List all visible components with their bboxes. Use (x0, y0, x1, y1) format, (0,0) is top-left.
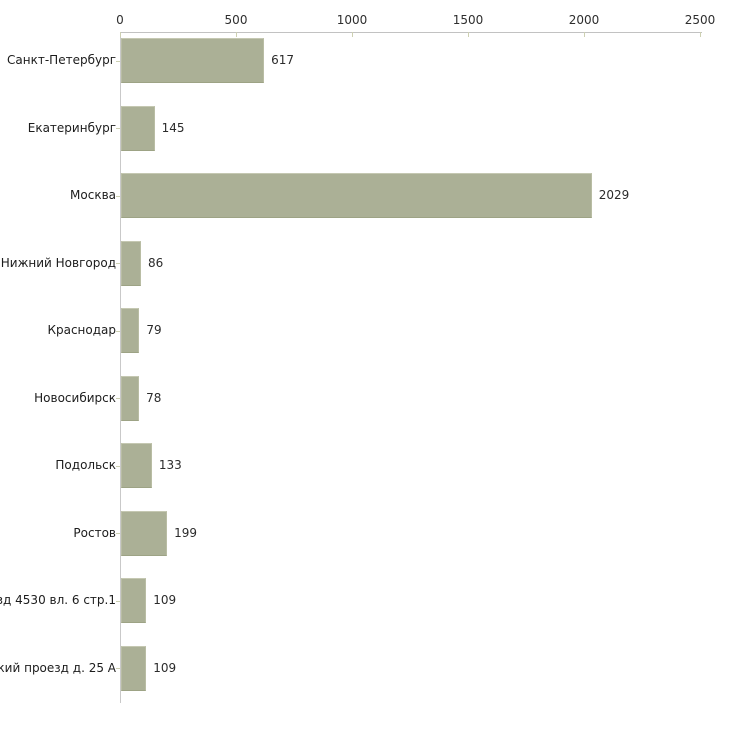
bar (121, 510, 168, 556)
bar (121, 443, 152, 488)
category-label: роезд 4530 вл. 6 стр.1 (0, 593, 116, 607)
bar (121, 38, 265, 83)
x-axis-tick-label: 1500 (452, 13, 484, 27)
value-label: 109 (153, 661, 177, 675)
category-tick-mark (116, 263, 120, 264)
x-axis-tick-mark (236, 32, 237, 37)
x-axis-tick-label: 0 (116, 13, 124, 27)
x-axis-tick-mark (468, 32, 469, 37)
category-tick-mark (116, 128, 120, 129)
bar (121, 375, 140, 421)
bar (121, 578, 147, 623)
x-axis-tick-mark (120, 32, 121, 37)
category-tick-mark (116, 61, 120, 62)
x-axis-tick-mark (700, 32, 701, 37)
value-label: 78 (146, 391, 162, 405)
value-label: 133 (158, 458, 182, 472)
x-axis-tick-label: 2000 (568, 13, 600, 27)
value-label: 199 (174, 526, 198, 540)
bar (121, 240, 141, 286)
x-axis-tick-mark (352, 32, 353, 37)
value-label: 109 (153, 593, 177, 607)
category-label: Новосибирск (34, 391, 116, 405)
category-label: Москва (70, 188, 116, 202)
category-tick-mark (116, 668, 120, 669)
value-label: 86 (147, 256, 164, 270)
category-label: Екатеринбург (27, 121, 116, 135)
value-label: 617 (271, 53, 295, 67)
category-tick-mark (116, 398, 120, 399)
category-tick-mark (116, 196, 120, 197)
x-axis-line (120, 32, 702, 33)
bar (121, 645, 147, 691)
y-axis-line (120, 32, 121, 703)
category-label: Краснодар (47, 323, 116, 337)
bar (121, 173, 592, 218)
category-tick-mark (116, 533, 120, 534)
x-axis-tick-label: 1000 (336, 13, 368, 27)
bar (121, 105, 155, 151)
category-label: Подольск (55, 458, 116, 472)
category-label: Санкт-Петербург (7, 53, 116, 67)
x-axis-tick-label: 2500 (684, 13, 716, 27)
bar (121, 308, 140, 353)
x-axis-tick-mark (584, 32, 585, 37)
value-label: 2029 (598, 188, 630, 202)
category-tick-mark (116, 466, 120, 467)
x-axis-tick-label: 500 (224, 13, 248, 27)
category-tick-mark (116, 601, 120, 602)
category-label: еский проезд д. 25 А (0, 661, 116, 675)
value-label: 79 (146, 323, 162, 337)
category-tick-mark (116, 331, 120, 332)
value-label: 145 (161, 121, 185, 135)
category-label: Ростов (73, 526, 116, 540)
category-label: Нижний Новгород (0, 256, 116, 270)
